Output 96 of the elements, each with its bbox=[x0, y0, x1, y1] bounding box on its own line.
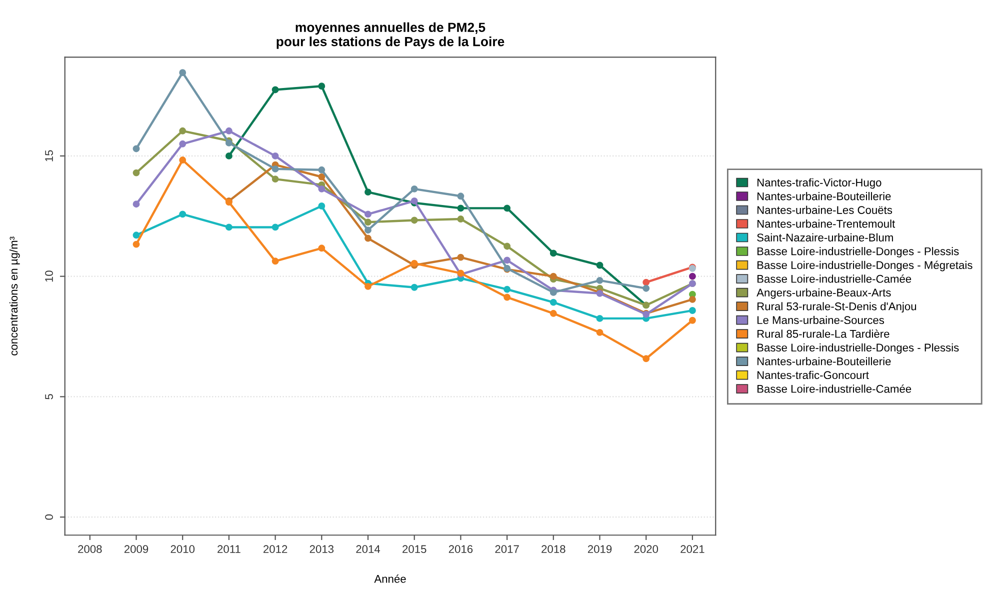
point bbox=[132, 145, 140, 152]
x-tick-label: 2010 bbox=[170, 545, 195, 554]
point bbox=[688, 307, 696, 314]
legend-label: Nantes-urbaine-Bouteillerie bbox=[757, 192, 891, 200]
x-tick-label: 2017 bbox=[495, 545, 519, 554]
point bbox=[318, 82, 326, 90]
point bbox=[410, 185, 418, 192]
point bbox=[642, 278, 650, 286]
point bbox=[504, 204, 511, 212]
point bbox=[550, 310, 557, 317]
point bbox=[364, 234, 372, 242]
point bbox=[550, 298, 557, 306]
point bbox=[132, 232, 140, 239]
point bbox=[550, 272, 557, 280]
point bbox=[457, 254, 464, 261]
point bbox=[688, 290, 696, 298]
point bbox=[504, 286, 511, 293]
y-tick-label: 10 bbox=[45, 270, 53, 282]
point bbox=[132, 200, 140, 208]
x-tick-label: 2014 bbox=[356, 545, 380, 554]
x-tick-label: 2016 bbox=[448, 545, 473, 554]
point bbox=[550, 250, 557, 257]
point bbox=[596, 262, 604, 269]
y-tick-label: 0 bbox=[45, 514, 53, 520]
point bbox=[318, 185, 326, 192]
legend-label: Basse Loire-industrielle-Camée bbox=[757, 384, 912, 393]
point bbox=[272, 224, 279, 231]
x-tick-label: 2012 bbox=[264, 545, 288, 554]
legend-label: Basse Loire-industrielle-Donges - Mégretais bbox=[757, 260, 972, 272]
point bbox=[504, 294, 511, 301]
legend-label: Nantes-trafic-Goncourt bbox=[757, 370, 869, 380]
point bbox=[179, 140, 186, 148]
x-tick-label: 2009 bbox=[124, 545, 148, 554]
point bbox=[179, 127, 186, 134]
point bbox=[364, 210, 372, 218]
legend-label: Nantes-urbaine-Bouteillerie bbox=[757, 357, 891, 366]
point bbox=[179, 210, 186, 218]
point bbox=[132, 169, 140, 176]
legend-label: Angers-urbaine-Beaux-Arts bbox=[756, 288, 891, 299]
x-axis-title: Année bbox=[374, 574, 406, 583]
point bbox=[179, 69, 186, 76]
legend-label: Nantes-urbaine-Trentemoult bbox=[757, 220, 896, 228]
point bbox=[132, 240, 140, 248]
point bbox=[504, 242, 511, 250]
point bbox=[457, 216, 464, 222]
legend-label: Basse Loire-industrielle-Donges - Plessis bbox=[757, 247, 959, 258]
legend-label: Saint-Nazaire-urbaine-Blum bbox=[757, 233, 893, 242]
point bbox=[272, 86, 279, 94]
point bbox=[642, 284, 650, 292]
point bbox=[688, 272, 696, 280]
x-tick-label: 2018 bbox=[542, 545, 566, 554]
point bbox=[364, 282, 372, 290]
point bbox=[688, 316, 696, 324]
point bbox=[410, 284, 418, 291]
point bbox=[457, 204, 464, 212]
x-tick-label: 2020 bbox=[634, 545, 658, 554]
point bbox=[364, 226, 372, 234]
point bbox=[364, 188, 372, 196]
legend-label: Basse Loire-industrielle-Donges - Plessis bbox=[757, 343, 959, 354]
point bbox=[225, 127, 232, 134]
point bbox=[318, 202, 326, 210]
point bbox=[364, 218, 372, 226]
x-tick-label: 2015 bbox=[402, 545, 426, 554]
point bbox=[596, 314, 604, 322]
legend-label: Rural 53-rurale-St-Denis d'Anjou bbox=[757, 302, 916, 312]
point bbox=[318, 173, 326, 180]
y-tick-label: 15 bbox=[45, 150, 53, 162]
point bbox=[688, 296, 696, 303]
x-tick-label: 2008 bbox=[78, 545, 102, 554]
x-tick-label: 2019 bbox=[588, 545, 612, 554]
legend-label: Nantes-urbaine-Les Couëts bbox=[757, 206, 892, 214]
point bbox=[272, 258, 279, 265]
y-tick-label: 5 bbox=[45, 394, 53, 400]
point bbox=[272, 165, 279, 172]
point bbox=[225, 224, 232, 231]
point bbox=[457, 192, 464, 200]
point bbox=[410, 216, 418, 224]
x-tick-label: 2013 bbox=[310, 545, 334, 554]
x-tick-label: 2011 bbox=[218, 545, 240, 554]
legend-label: Rural 85-rurale-La Tardière bbox=[757, 330, 890, 338]
point bbox=[504, 256, 511, 264]
chart-title: moyennes annuelles de PM2,5 pour les stations de Pays de la Loire bbox=[276, 22, 504, 49]
legend-label: Nantes-trafic-Victor-Hugo bbox=[757, 178, 882, 189]
point bbox=[272, 176, 279, 183]
x-tick-label: 2021 bbox=[680, 545, 704, 554]
point bbox=[318, 244, 326, 252]
legend-label: Le Mans-urbaine-Sources bbox=[757, 316, 884, 324]
point bbox=[179, 156, 186, 164]
legend-label: Basse Loire-industrielle-Camée bbox=[757, 274, 912, 283]
point bbox=[272, 152, 279, 160]
point bbox=[318, 166, 326, 174]
point bbox=[642, 355, 650, 362]
point bbox=[596, 276, 604, 284]
y-axis-title: concentrations en µg/m³ bbox=[9, 236, 20, 356]
point bbox=[225, 152, 232, 160]
point bbox=[596, 328, 604, 336]
